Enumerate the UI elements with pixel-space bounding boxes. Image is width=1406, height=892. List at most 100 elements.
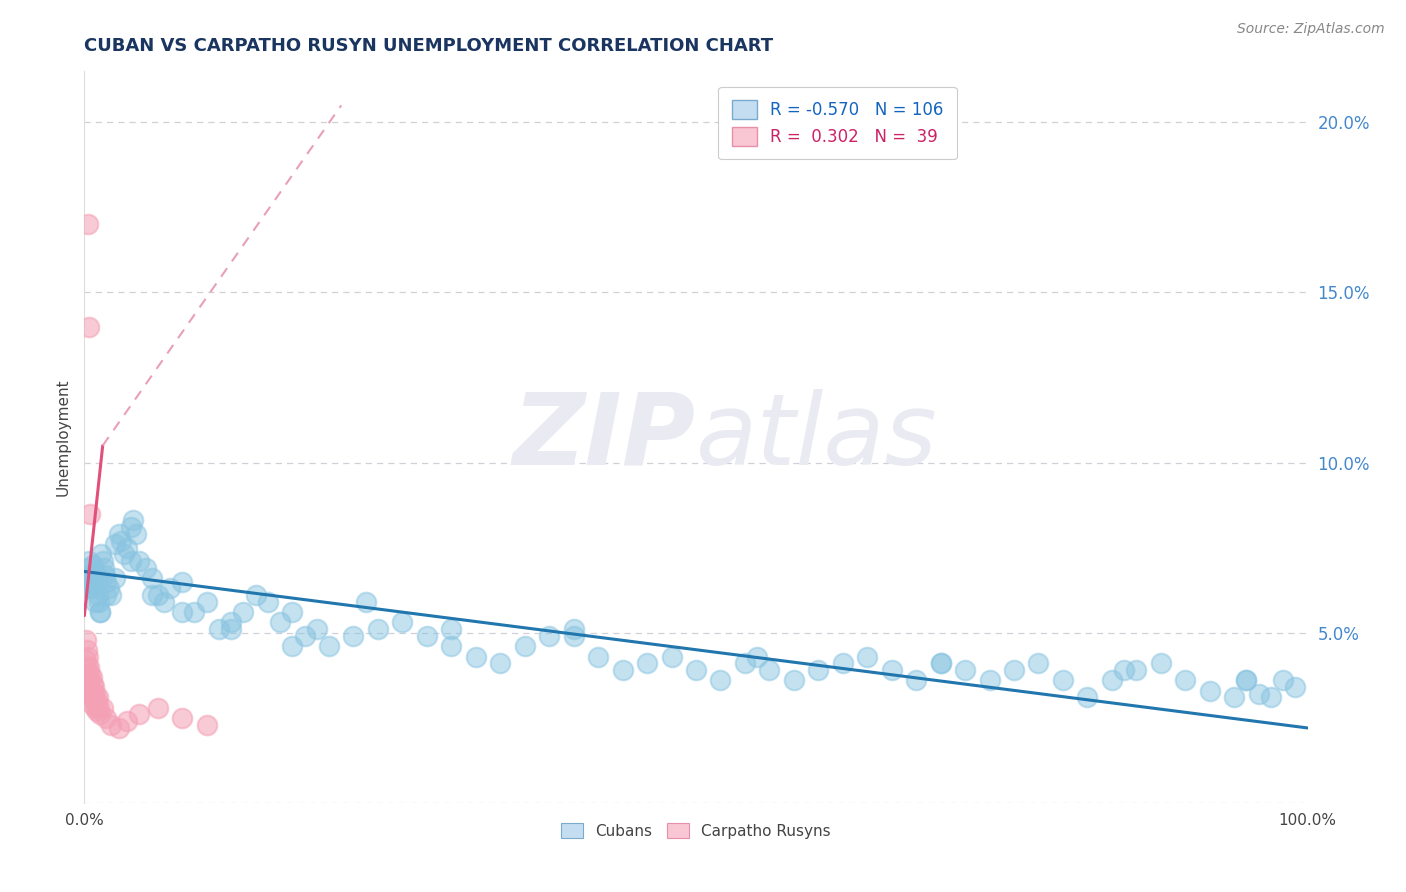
Point <box>82 677 104 691</box>
Point <box>93 561 115 575</box>
Point <box>75 653 97 667</box>
Point <box>141 571 163 585</box>
Point <box>245 588 267 602</box>
Point <box>354 595 377 609</box>
Point <box>1247 687 1270 701</box>
Point <box>79 666 101 681</box>
Point <box>120 520 142 534</box>
Point <box>146 588 169 602</box>
Point <box>146 700 169 714</box>
Point <box>89 605 111 619</box>
Point <box>112 548 135 562</box>
Point <box>1198 683 1220 698</box>
Point <box>90 548 112 562</box>
Point <box>953 663 976 677</box>
Point <box>87 690 110 705</box>
Text: CUBAN VS CARPATHO RUSYN UNEMPLOYMENT CORRELATION CHART: CUBAN VS CARPATHO RUSYN UNEMPLOYMENT COR… <box>84 37 773 54</box>
Point <box>172 605 194 619</box>
Point <box>128 554 150 568</box>
Point <box>538 629 561 643</box>
Point <box>79 574 101 589</box>
Point <box>76 561 98 575</box>
Point <box>1174 673 1197 688</box>
Point <box>440 640 463 654</box>
Point <box>747 649 769 664</box>
Point <box>562 629 585 643</box>
Point <box>89 707 111 722</box>
Point <box>195 717 218 731</box>
Point <box>586 649 609 664</box>
Text: ZIP: ZIP <box>513 389 696 485</box>
Point <box>77 673 100 688</box>
Point <box>416 629 439 643</box>
Point <box>1284 680 1306 694</box>
Point <box>80 567 103 582</box>
Point <box>80 670 103 684</box>
Point <box>281 605 304 619</box>
Point <box>1150 657 1173 671</box>
Point <box>562 622 585 636</box>
Point <box>661 649 683 664</box>
Point <box>104 571 127 585</box>
Point <box>153 595 176 609</box>
Point <box>80 683 103 698</box>
Point <box>80 582 103 596</box>
Point <box>1101 673 1123 688</box>
Point <box>77 659 100 673</box>
Point <box>84 595 107 609</box>
Point <box>1002 663 1025 677</box>
Point <box>1260 690 1282 705</box>
Point <box>783 673 806 688</box>
Point <box>97 582 120 596</box>
Point <box>208 622 231 636</box>
Point <box>83 578 105 592</box>
Point <box>87 588 110 602</box>
Point <box>734 657 756 671</box>
Point <box>104 537 127 551</box>
Point <box>77 218 100 232</box>
Point <box>905 673 928 688</box>
Point <box>107 527 129 541</box>
Point <box>76 677 98 691</box>
Point <box>172 574 194 589</box>
Point <box>77 582 100 596</box>
Point <box>979 673 1001 688</box>
Point <box>96 711 118 725</box>
Point <box>318 640 340 654</box>
Point <box>281 640 304 654</box>
Point <box>87 595 110 609</box>
Point <box>489 657 512 671</box>
Point <box>685 663 707 677</box>
Point <box>79 507 101 521</box>
Point <box>86 704 108 718</box>
Point <box>75 571 97 585</box>
Point <box>1236 673 1258 688</box>
Point <box>464 649 486 664</box>
Point <box>1223 690 1246 705</box>
Point <box>84 565 107 579</box>
Point <box>391 615 413 630</box>
Point <box>100 588 122 602</box>
Point <box>219 622 242 636</box>
Point <box>1125 663 1147 677</box>
Point <box>135 561 157 575</box>
Point <box>115 714 138 728</box>
Point <box>83 694 105 708</box>
Point <box>141 588 163 602</box>
Y-axis label: Unemployment: Unemployment <box>55 378 70 496</box>
Point <box>612 663 634 677</box>
Point <box>1114 663 1136 677</box>
Point <box>367 622 389 636</box>
Point <box>122 513 145 527</box>
Point <box>1236 673 1258 688</box>
Point <box>77 319 100 334</box>
Point <box>269 615 291 630</box>
Point <box>1052 673 1074 688</box>
Point <box>1272 673 1295 688</box>
Point <box>120 554 142 568</box>
Point <box>856 649 879 664</box>
Point <box>294 629 316 643</box>
Point <box>110 533 132 548</box>
Point <box>84 700 107 714</box>
Point <box>91 700 114 714</box>
